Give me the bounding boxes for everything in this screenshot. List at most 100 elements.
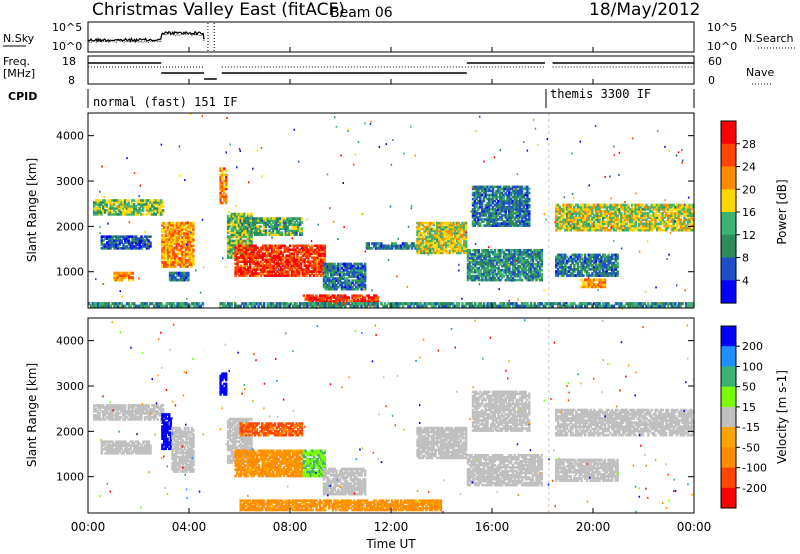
heatmap-cell [221, 169, 224, 172]
heatmap-cell [369, 298, 372, 301]
heatmap-cell [269, 274, 272, 277]
heatmap-cell [475, 276, 479, 280]
heatmap-cell [147, 241, 150, 244]
heatmap-cell [241, 244, 245, 248]
heatmap-cell [425, 237, 428, 241]
heatmap-cell [315, 296, 318, 299]
heatmap-cell [319, 250, 323, 254]
heatmap-cell [353, 268, 356, 272]
heatmap-cell [244, 235, 248, 239]
heatmap-cell [312, 274, 315, 277]
heatmap-cell [425, 245, 428, 249]
heatmap-cell [188, 256, 191, 260]
heatmap-cell [243, 262, 246, 265]
heatmap-cell [284, 233, 287, 236]
heatmap-cell [347, 287, 351, 291]
heatmap-cell [241, 221, 244, 224]
heatmap-cell [324, 283, 327, 287]
heatmap-cell [252, 274, 255, 277]
heatmap-cell [181, 221, 184, 225]
heatmap-cell [333, 296, 336, 299]
heatmap-cell [96, 211, 100, 214]
heatmap-cell [94, 211, 98, 214]
heatmap-cell [261, 252, 265, 255]
heatmap-cell [373, 294, 376, 297]
heatmap-cell [319, 264, 323, 267]
heatmap-cell [279, 231, 282, 234]
heatmap-cell [279, 274, 283, 277]
heatmap-cell [307, 256, 310, 259]
heatmap-cell [321, 252, 325, 255]
heatmap-cell [94, 203, 98, 206]
heatmap-cell [430, 221, 434, 225]
heatmap-cell [111, 239, 114, 242]
heatmap-cell [109, 205, 112, 208]
heatmap-cell [346, 281, 349, 285]
heatmap-cell [192, 228, 195, 231]
heatmap-cell [223, 179, 226, 183]
heatmap-cell [307, 262, 310, 265]
heatmap-cell [455, 239, 459, 243]
heatmap-cell [107, 199, 110, 202]
heatmap-cell [164, 252, 168, 256]
heatmap-cell [335, 298, 338, 301]
heatmap-cell [259, 254, 263, 257]
heatmap-cell [297, 223, 300, 226]
heatmap-cell [111, 241, 114, 244]
heatmap-cell [274, 250, 277, 254]
heatmap-cell [455, 241, 459, 245]
heatmap-cell [236, 260, 239, 263]
heatmap-cell [437, 225, 441, 229]
heatmap-cell [192, 258, 195, 262]
heatmap-cell [158, 199, 161, 202]
heatmap-cell [241, 217, 244, 220]
heatmap-cell [351, 294, 354, 297]
heatmap-cell [436, 251, 439, 255]
heatmap-cell [425, 225, 428, 229]
heatmap-cell [261, 256, 265, 259]
heatmap-cell [185, 271, 188, 275]
heatmap-cell [252, 225, 255, 228]
heatmap-cell [351, 300, 354, 303]
heatmap-cell [132, 213, 136, 216]
heatmap-cell [299, 229, 302, 232]
heatmap-cell [310, 246, 314, 250]
heatmap-cell [333, 279, 336, 283]
heatmap-cell [247, 254, 250, 257]
heatmap-cell [428, 239, 432, 243]
heatmap-cell [298, 248, 301, 252]
date-label: 18/May/2012 [589, 0, 701, 20]
heatmap-cell [314, 266, 317, 269]
heatmap-cell [147, 207, 150, 210]
heatmap-cell [261, 233, 264, 236]
heatmap-cell [279, 233, 282, 236]
heatmap-cell [464, 237, 468, 241]
heatmap-cell [129, 247, 132, 250]
heatmap-cell [276, 244, 279, 248]
heatmap-cell [311, 298, 314, 301]
heatmap-cell [309, 246, 312, 250]
heatmap-cell [439, 221, 443, 225]
heatmap-cell [163, 234, 166, 237]
heatmap-cell [151, 213, 154, 216]
heatmap-cell [278, 264, 281, 267]
heatmap-cell [419, 223, 423, 227]
heatmap-cell [232, 221, 235, 224]
heatmap-cell [428, 221, 432, 225]
heatmap-cell [299, 252, 303, 255]
heatmap-cell [303, 264, 306, 267]
heatmap-cell [179, 258, 182, 262]
heatmap-cell [450, 233, 453, 237]
heatmap-cell [324, 275, 327, 278]
heatmap-cell [326, 264, 329, 268]
beam-label: Beam 06 [330, 5, 393, 21]
heatmap-cell [437, 237, 441, 241]
heatmap-cell [269, 260, 272, 263]
heatmap-cell [436, 221, 439, 225]
heatmap-cell [278, 244, 281, 248]
heatmap-cell [421, 221, 425, 225]
heatmap-cell [319, 252, 323, 255]
heatmap-cell [326, 279, 329, 283]
heatmap-cell [168, 221, 171, 225]
heatmap-cell [164, 223, 168, 227]
